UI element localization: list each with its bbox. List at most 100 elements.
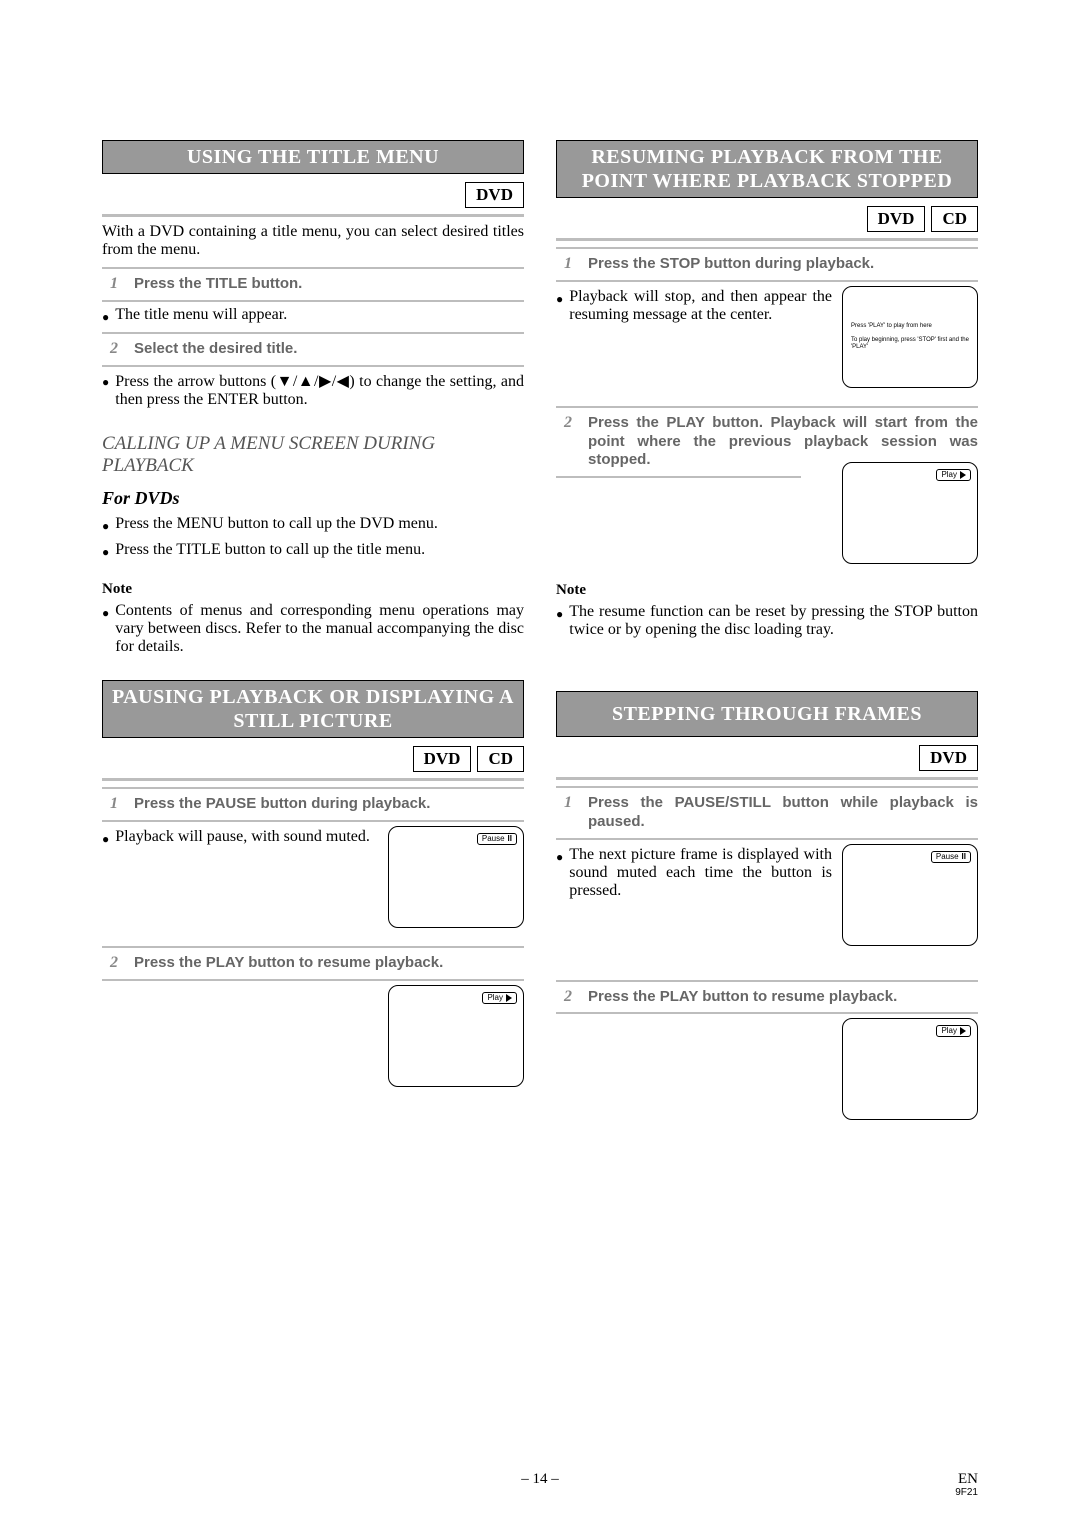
osd-play-chip: Play [936,1025,971,1037]
step-2: 2 Select the desired title. [102,338,524,361]
bullet-item: ●Contents of menus and corresponding men… [102,602,524,656]
divider [102,946,524,948]
section-title-resuming: RESUMING PLAYBACK FROM THE POINT WHERE P… [556,140,978,198]
page-number: – 14 – [0,1471,1080,1488]
osd-pause-chip: PauseII [931,851,971,863]
tv-screen-figure: Play [842,462,978,564]
left-column: USING THE TITLE MENU DVD With a DVD cont… [102,140,524,1120]
divider [102,979,524,981]
step-1: 1 Press the STOP button during playback. [556,253,978,276]
divider [556,238,978,241]
bullet-item: ●The resume function can be reset by pre… [556,603,978,639]
step-text: Press the STOP button during playback. [588,255,978,274]
section-title-pausing: PAUSING PLAYBACK OR DISPLAYING A STILL P… [102,680,524,738]
step-with-figure: ●Playback will pause, with sound muted. … [102,826,524,928]
osd-play-chip: Play [482,992,517,1004]
step-1: 1 Press the PAUSE button during playback… [102,793,524,816]
note-heading: Note [556,582,978,599]
chip-dvd: DVD [867,206,926,232]
tv-screen-figure: PauseII [842,844,978,946]
pause-icon: II [508,835,512,843]
divider [556,406,978,408]
step-2: 2 Press the PLAY button to resume playba… [102,952,524,975]
subsection-heading: CALLING UP A MENU SCREEN DURING PLAYBACK [102,433,524,479]
step-with-figure: Play [556,1018,978,1120]
step-number: 2 [110,954,124,972]
bullet-text: Playback will stop, and then appear the … [569,288,832,324]
tv-screen-figure: Play [842,1018,978,1120]
chip-dvd: DVD [919,745,978,771]
step-text: Press the PAUSE/STILL button while playb… [588,794,978,832]
osd-play-chip: Play [936,469,971,481]
osd-label: Play [941,471,957,479]
tv-screen-figure: PauseII [388,826,524,928]
step-text: Press the PLAY button to resume playback… [134,954,524,973]
step-number: 2 [564,988,578,1006]
divider [556,786,978,788]
chip-row: DVD [556,745,978,771]
bullet-item: ● The next picture frame is displayed wit… [556,846,832,900]
divider [102,787,524,789]
step-number: 1 [110,795,124,813]
bullet-text: Playback will pause, with sound muted. [115,828,378,846]
bullet-dot: ● [102,602,109,624]
osd-label: Play [487,994,503,1002]
divider [102,365,524,367]
bullet-text: Press the arrow buttons (▼/▲/▶/◀) to cha… [115,371,524,409]
chip-dvd: DVD [413,746,472,772]
divider [102,267,524,269]
chip-row: DVD [102,182,524,208]
step-with-figure: ● Playback will stop, and then appear the… [556,286,978,388]
bullet-text: The resume function can be reset by pres… [569,603,978,639]
divider [102,300,524,302]
divider [102,332,524,334]
chip-dvd: DVD [465,182,524,208]
step-with-figure: Play [556,462,978,564]
step-with-figure: ● The next picture frame is displayed wit… [556,844,978,946]
bullet-text: Press the TITLE button to call up the ti… [115,541,524,559]
step-number: 1 [564,255,578,273]
osd-pause-chip: PauseII [477,833,517,845]
bullet-item: ● The title menu will appear. [102,306,524,328]
divider [102,778,524,781]
for-dvds-heading: For DVDs [102,488,524,509]
step-text: Press the PLAY button to resume playback… [588,988,978,1007]
step-text: Select the desired title. [134,340,524,359]
chip-cd: CD [931,206,978,232]
step-number: 1 [110,275,124,293]
tv-screen-figure: Play [388,985,524,1087]
step-number: 2 [564,414,578,432]
osd-label: Pause [482,835,505,843]
bullet-text: The title menu will appear. [115,306,524,324]
bullet-text: The next picture frame is displayed with… [569,846,832,900]
chip-cd: CD [477,746,524,772]
chip-row: DVD CD [556,206,978,232]
bullet-dot: ● [102,371,109,393]
bullet-item: ● Press the arrow buttons (▼/▲/▶/◀) to ch… [102,371,524,409]
bullet-item: ●Press the MENU button to call up the DV… [102,515,524,537]
step-with-figure: Play [102,985,524,1087]
divider [556,980,978,982]
bullet-item: ● Playback will stop, and then appear the… [556,288,832,324]
play-icon [960,1027,966,1035]
intro-text: With a DVD containing a title menu, you … [102,223,524,259]
bullet-dot: ● [102,828,109,850]
page-footer: – 14 – EN 9F21 [0,1471,1080,1488]
bullet-dot: ● [102,541,109,563]
osd-label: Play [941,1027,957,1035]
osd-message: To play beginning, press 'STOP' first an… [851,337,969,351]
section-title-using-title-menu: USING THE TITLE MENU [102,140,524,174]
bullet-dot: ● [102,306,109,328]
divider [556,280,978,282]
page-code: 9F21 [955,1487,978,1498]
bullet-dot: ● [556,288,563,310]
bullet-dot: ● [556,846,563,868]
page-lang: EN [958,1471,978,1488]
step-1: 1 Press the PAUSE/STILL button while pla… [556,792,978,834]
step-1: 1 Press the TITLE button. [102,273,524,296]
divider [556,777,978,780]
step-text: Press the TITLE button. [134,275,524,294]
bullet-item: ● Playback will pause, with sound muted. [102,828,378,850]
divider [556,247,978,249]
divider [556,838,978,840]
